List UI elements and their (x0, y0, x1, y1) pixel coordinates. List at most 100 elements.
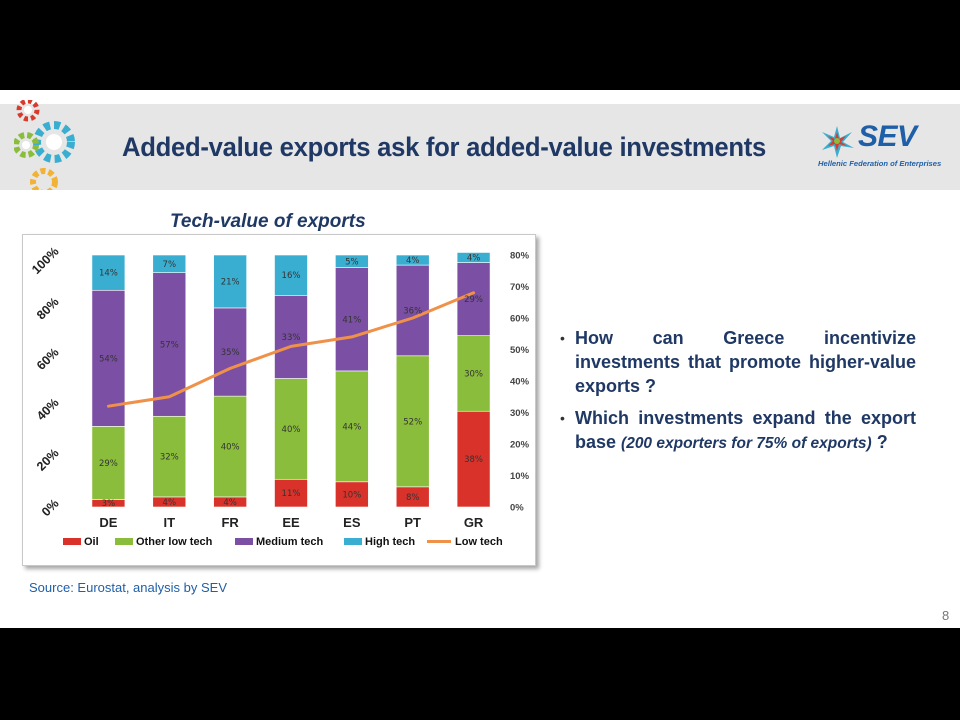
x-tick-label: ES (343, 515, 361, 530)
legend-label-high-tech: High tech (365, 536, 415, 548)
data-label: 35% (221, 348, 240, 358)
data-label: 14% (99, 269, 118, 279)
stacked-bar-chart: 0% 20% 40% 60% 80% 100% 0% 10% 20% 30% 40% 50% 60% 70… (29, 244, 530, 548)
data-label: 44% (342, 422, 361, 432)
chart-container: 0% 20% 40% 60% 80% 100% 0% 10% 20% 30% 40% 50% 60% 70… (22, 234, 536, 566)
bar-segment-high-tech (152, 254, 187, 273)
bar-segment-medium-tech (274, 295, 308, 379)
bullet-emphasis: (200 exporters for 75% of exports) (621, 435, 872, 452)
bar-segment-high-tech (335, 254, 369, 268)
y-right-tick-label: 50% (510, 345, 530, 356)
bar-segment-oil (274, 478, 308, 508)
y-left-tick-label: 100% (29, 244, 62, 277)
data-label: 57% (160, 340, 179, 350)
data-label: 4% (467, 254, 481, 264)
x-tick-label: PT (404, 515, 421, 530)
bar-segment-medium-tech (395, 264, 430, 357)
data-label: 29% (464, 295, 483, 305)
y-right-tick-label: 30% (510, 408, 530, 419)
data-label: 4% (406, 256, 420, 266)
data-label: 32% (160, 453, 179, 463)
bar-segment-other-low-tech (395, 355, 430, 488)
bar-segment-other-low-tech (152, 415, 187, 498)
y-right-tick-label: 0% (510, 503, 524, 514)
data-label: 8% (406, 493, 420, 503)
x-tick-label: EE (282, 515, 300, 530)
data-label: 36% (403, 306, 422, 316)
data-label: 29% (99, 459, 118, 469)
bullet-text: Which investments expand the export base (575, 408, 916, 452)
bar-segment-medium-tech (91, 289, 126, 427)
bar-segment-high-tech (213, 254, 247, 309)
data-label: 4% (163, 498, 177, 508)
bar-segment-high-tech (91, 254, 126, 291)
data-label: 40% (282, 425, 301, 435)
data-label: 11% (282, 489, 301, 499)
bar-segment-other-low-tech (335, 370, 369, 483)
page-title: Added-value exports ask for added-value … (122, 132, 767, 162)
x-tick-label: FR (221, 515, 239, 530)
bar-segment-oil (456, 410, 491, 508)
sev-logo-mark-icon (822, 126, 854, 158)
y-right-tick-label: 60% (510, 314, 530, 325)
header-band (0, 104, 960, 190)
bullet-tail: ? (871, 432, 888, 452)
data-label: 5% (345, 257, 359, 267)
chart-title: Tech-value of exports (170, 211, 366, 232)
legend-swatch-high-tech (344, 538, 362, 545)
y-left-tick-label: 40% (34, 396, 62, 424)
bar-segment-high-tech (456, 252, 491, 263)
data-label: 38% (464, 455, 483, 465)
slide: Added-value exports ask for added-value … (0, 90, 960, 628)
y-right-tick-label: 80% (510, 251, 530, 262)
bar-segment-other-low-tech (456, 335, 491, 412)
legend-swatch-other-low-tech (115, 538, 133, 545)
bullet-dot-icon: • (560, 410, 565, 426)
data-label: 52% (403, 417, 422, 427)
y-left-tick-label: 0% (39, 496, 62, 519)
legend-label-medium-tech: Medium tech (256, 536, 324, 548)
bar-segment-medium-tech (335, 267, 369, 372)
bar-segment-other-low-tech (274, 378, 308, 480)
bullet-dot-icon: • (560, 330, 565, 346)
legend-label-oil: Oil (84, 536, 99, 548)
data-label: 16% (282, 271, 301, 281)
legend-swatch-medium-tech (235, 538, 253, 545)
data-label: 33% (282, 333, 301, 343)
sev-logo: SEV Hellenic Federation of Enterprises (818, 120, 948, 172)
page-number: 8 (942, 608, 950, 623)
logo-text: SEV (858, 120, 917, 153)
data-label: 30% (464, 369, 483, 379)
y-left-tick-label: 60% (34, 345, 62, 373)
y-left-tick-label: 80% (34, 295, 62, 323)
y-left-tick-label: 20% (34, 446, 62, 474)
x-tick-label: IT (164, 515, 176, 530)
bullet-item: • Which investments expand the export bas… (560, 406, 916, 456)
y-right-tick-label: 10% (510, 471, 530, 482)
bar-segment-oil (335, 481, 369, 508)
data-label: 7% (163, 260, 177, 270)
data-label: 21% (221, 277, 240, 287)
y-right-tick-label: 20% (510, 440, 530, 451)
y-right-tick-label: 70% (510, 282, 530, 293)
gears-icon (14, 100, 75, 190)
legend-label-low-tech: Low tech (455, 536, 503, 548)
data-label: 3% (102, 499, 116, 509)
bullet-text: How can Greece incentivize investments t… (575, 328, 916, 396)
bullet-list: • How can Greece incentivize investments … (560, 326, 916, 464)
bar-segment-other-low-tech (213, 395, 247, 498)
data-label: 41% (342, 315, 361, 325)
data-label: 10% (342, 490, 361, 500)
line-low-tech (106, 291, 476, 408)
logo-subtitle: Hellenic Federation of Enterprises (818, 159, 942, 168)
bar-segment-medium-tech (213, 307, 247, 397)
bullet-item: • How can Greece incentivize investments … (560, 326, 916, 398)
source-note: Source: Eurostat, analysis by SEV (29, 580, 227, 595)
data-label: 54% (99, 354, 118, 364)
legend-swatch-oil (63, 538, 81, 545)
data-label: 4% (223, 498, 237, 508)
bar-segment-high-tech (395, 254, 430, 266)
data-label: 40% (221, 443, 240, 453)
bar-segment-high-tech (274, 254, 308, 296)
y-right-tick-label: 40% (510, 377, 530, 388)
